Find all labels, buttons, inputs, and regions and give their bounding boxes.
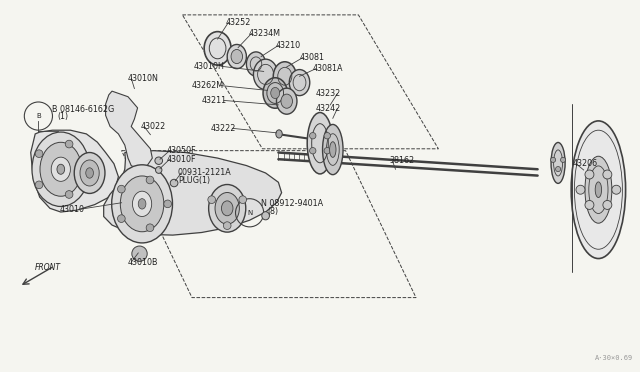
Circle shape — [65, 140, 73, 148]
Ellipse shape — [132, 191, 152, 217]
Text: 43242: 43242 — [316, 104, 340, 113]
Ellipse shape — [51, 157, 70, 181]
Ellipse shape — [281, 94, 292, 108]
Text: 43232: 43232 — [316, 89, 340, 98]
Text: 43010B: 43010B — [128, 258, 159, 267]
Ellipse shape — [572, 121, 626, 259]
Ellipse shape — [246, 52, 266, 76]
Ellipse shape — [323, 124, 343, 175]
Polygon shape — [31, 130, 118, 212]
Ellipse shape — [307, 112, 333, 174]
Text: 43081A: 43081A — [312, 64, 343, 73]
Text: B: B — [36, 113, 41, 119]
Circle shape — [612, 185, 621, 194]
Ellipse shape — [289, 70, 310, 96]
Ellipse shape — [585, 156, 612, 223]
Ellipse shape — [262, 212, 269, 220]
Circle shape — [585, 170, 594, 179]
Ellipse shape — [120, 176, 164, 232]
Circle shape — [576, 185, 585, 194]
Circle shape — [118, 215, 125, 222]
Text: (1): (1) — [58, 112, 68, 121]
Polygon shape — [104, 151, 282, 235]
Circle shape — [324, 132, 330, 139]
Polygon shape — [106, 91, 152, 169]
Text: 43262M: 43262M — [192, 81, 224, 90]
Ellipse shape — [209, 185, 246, 232]
Circle shape — [239, 196, 246, 203]
Ellipse shape — [32, 132, 90, 206]
Circle shape — [132, 246, 147, 262]
Ellipse shape — [138, 199, 146, 209]
Ellipse shape — [595, 182, 602, 198]
Ellipse shape — [57, 164, 65, 174]
Text: FRONT: FRONT — [35, 263, 61, 272]
Ellipse shape — [273, 62, 296, 91]
Ellipse shape — [170, 179, 178, 187]
Circle shape — [84, 166, 92, 173]
Circle shape — [310, 132, 316, 139]
Text: 43210: 43210 — [275, 41, 300, 50]
Ellipse shape — [156, 167, 162, 173]
Ellipse shape — [551, 142, 565, 183]
Circle shape — [550, 157, 556, 163]
Ellipse shape — [40, 142, 82, 196]
Text: 43252: 43252 — [225, 18, 251, 27]
Text: (8): (8) — [268, 207, 278, 216]
Ellipse shape — [221, 201, 233, 216]
Text: 43010H: 43010H — [193, 62, 224, 71]
Text: 43234M: 43234M — [248, 29, 280, 38]
Text: 43010: 43010 — [60, 205, 84, 214]
Circle shape — [35, 150, 43, 157]
Text: 38162: 38162 — [389, 156, 414, 165]
Ellipse shape — [80, 160, 99, 186]
Ellipse shape — [74, 153, 105, 193]
Ellipse shape — [204, 32, 231, 65]
Circle shape — [146, 224, 154, 232]
Circle shape — [561, 157, 566, 163]
Text: N: N — [247, 210, 252, 216]
Ellipse shape — [276, 130, 282, 138]
Ellipse shape — [253, 59, 278, 90]
Text: 43050F: 43050F — [166, 146, 196, 155]
Circle shape — [146, 176, 154, 184]
Text: B 08146-6162G: B 08146-6162G — [52, 105, 115, 114]
Ellipse shape — [330, 142, 336, 157]
Circle shape — [310, 148, 316, 154]
Circle shape — [603, 170, 612, 179]
Circle shape — [35, 181, 43, 189]
Circle shape — [118, 185, 125, 193]
Text: 00931-2121A: 00931-2121A — [178, 169, 232, 177]
Ellipse shape — [271, 87, 280, 99]
Ellipse shape — [276, 88, 297, 114]
Text: A·30×0.69: A·30×0.69 — [595, 355, 634, 361]
Ellipse shape — [155, 157, 163, 164]
Text: 43022: 43022 — [141, 122, 166, 131]
Circle shape — [164, 200, 172, 208]
Circle shape — [556, 167, 561, 171]
Text: 43211: 43211 — [202, 96, 227, 105]
Ellipse shape — [231, 49, 243, 64]
Circle shape — [223, 222, 231, 230]
Text: 43081: 43081 — [300, 53, 324, 62]
Text: PLUG(1): PLUG(1) — [178, 176, 210, 185]
Ellipse shape — [227, 44, 246, 68]
Ellipse shape — [263, 78, 287, 108]
Text: 43010F: 43010F — [166, 155, 196, 164]
Ellipse shape — [215, 193, 239, 224]
Circle shape — [324, 148, 330, 154]
Circle shape — [208, 196, 216, 203]
Text: 43222: 43222 — [210, 124, 236, 133]
Text: 43010N: 43010N — [128, 74, 159, 83]
Text: 43206: 43206 — [573, 159, 598, 168]
Ellipse shape — [86, 168, 93, 178]
Circle shape — [603, 201, 612, 209]
Circle shape — [65, 190, 73, 198]
Ellipse shape — [112, 165, 173, 243]
Text: N 08912-9401A: N 08912-9401A — [261, 199, 323, 208]
Circle shape — [585, 201, 594, 209]
